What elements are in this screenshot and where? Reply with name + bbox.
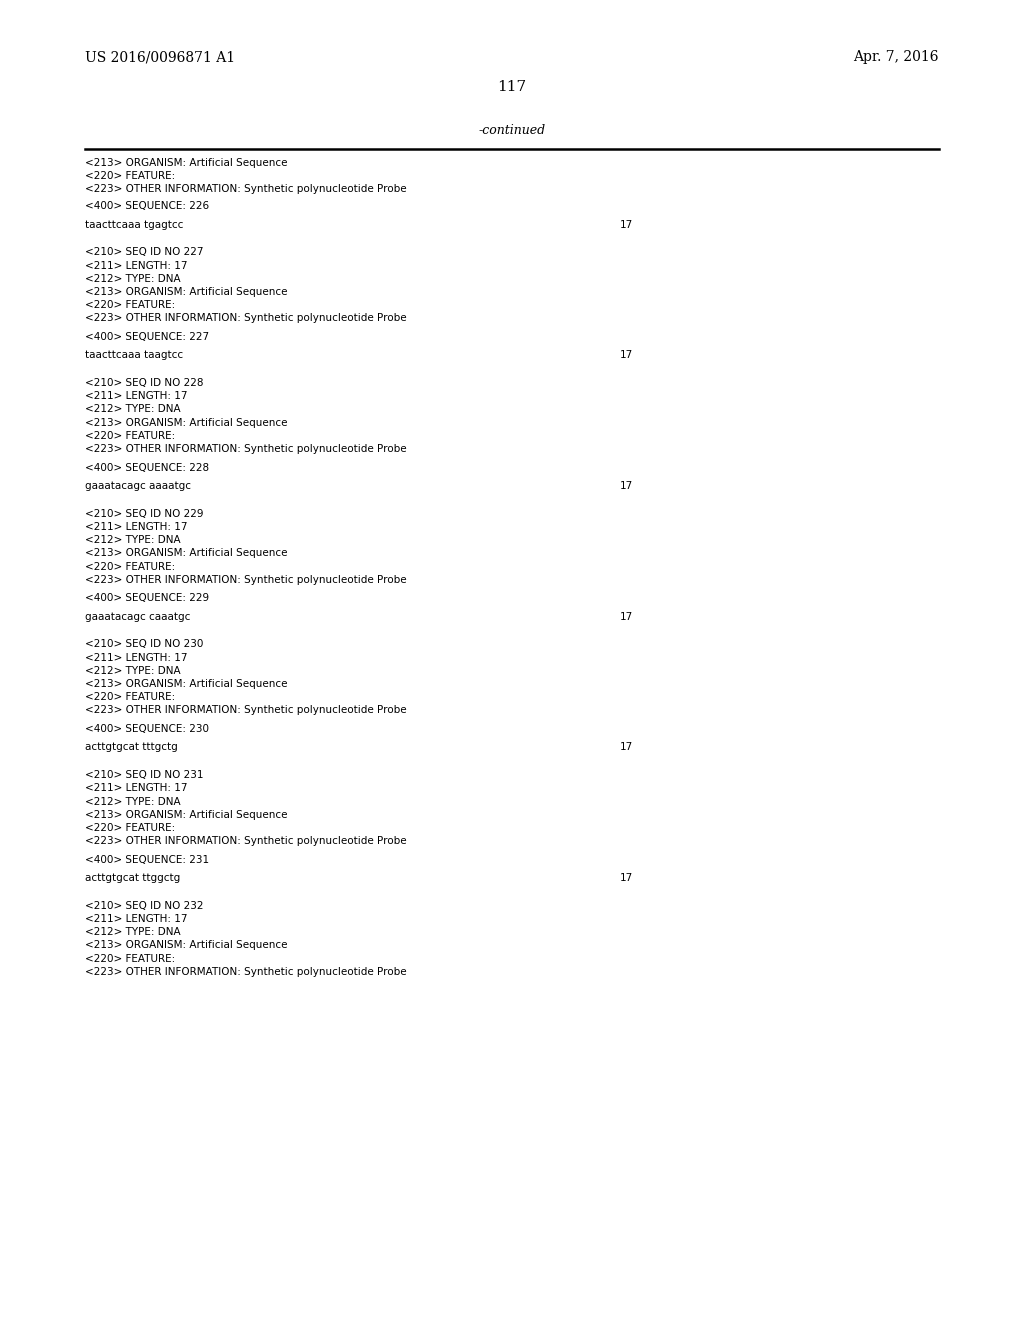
- Text: -continued: -continued: [478, 124, 546, 137]
- Text: <223> OTHER INFORMATION: Synthetic polynucleotide Probe: <223> OTHER INFORMATION: Synthetic polyn…: [85, 313, 407, 323]
- Text: <213> ORGANISM: Artificial Sequence: <213> ORGANISM: Artificial Sequence: [85, 678, 288, 689]
- Text: US 2016/0096871 A1: US 2016/0096871 A1: [85, 50, 236, 63]
- Text: acttgtgcat ttggctg: acttgtgcat ttggctg: [85, 873, 180, 883]
- Text: <223> OTHER INFORMATION: Synthetic polynucleotide Probe: <223> OTHER INFORMATION: Synthetic polyn…: [85, 836, 407, 846]
- Text: <213> ORGANISM: Artificial Sequence: <213> ORGANISM: Artificial Sequence: [85, 157, 288, 168]
- Text: <223> OTHER INFORMATION: Synthetic polynucleotide Probe: <223> OTHER INFORMATION: Synthetic polyn…: [85, 705, 407, 715]
- Text: <220> FEATURE:: <220> FEATURE:: [85, 953, 175, 964]
- Text: <400> SEQUENCE: 228: <400> SEQUENCE: 228: [85, 462, 209, 473]
- Text: <212> TYPE: DNA: <212> TYPE: DNA: [85, 404, 180, 414]
- Text: 17: 17: [620, 873, 633, 883]
- Text: 17: 17: [620, 480, 633, 491]
- Text: <210> SEQ ID NO 229: <210> SEQ ID NO 229: [85, 508, 204, 519]
- Text: <211> LENGTH: 17: <211> LENGTH: 17: [85, 652, 187, 663]
- Text: taacttcaaa tgagtcc: taacttcaaa tgagtcc: [85, 219, 183, 230]
- Text: <211> LENGTH: 17: <211> LENGTH: 17: [85, 913, 187, 924]
- Text: <223> OTHER INFORMATION: Synthetic polynucleotide Probe: <223> OTHER INFORMATION: Synthetic polyn…: [85, 444, 407, 454]
- Text: <213> ORGANISM: Artificial Sequence: <213> ORGANISM: Artificial Sequence: [85, 809, 288, 820]
- Text: <212> TYPE: DNA: <212> TYPE: DNA: [85, 796, 180, 807]
- Text: taacttcaaa taagtcc: taacttcaaa taagtcc: [85, 350, 183, 360]
- Text: <212> TYPE: DNA: <212> TYPE: DNA: [85, 273, 180, 284]
- Text: gaaatacagc aaaatgc: gaaatacagc aaaatgc: [85, 480, 191, 491]
- Text: <400> SEQUENCE: 231: <400> SEQUENCE: 231: [85, 854, 209, 865]
- Text: <223> OTHER INFORMATION: Synthetic polynucleotide Probe: <223> OTHER INFORMATION: Synthetic polyn…: [85, 183, 407, 194]
- Text: 117: 117: [498, 79, 526, 94]
- Text: <220> FEATURE:: <220> FEATURE:: [85, 822, 175, 833]
- Text: <212> TYPE: DNA: <212> TYPE: DNA: [85, 665, 180, 676]
- Text: <223> OTHER INFORMATION: Synthetic polynucleotide Probe: <223> OTHER INFORMATION: Synthetic polyn…: [85, 966, 407, 977]
- Text: <213> ORGANISM: Artificial Sequence: <213> ORGANISM: Artificial Sequence: [85, 286, 288, 297]
- Text: <400> SEQUENCE: 230: <400> SEQUENCE: 230: [85, 723, 209, 734]
- Text: <400> SEQUENCE: 227: <400> SEQUENCE: 227: [85, 331, 209, 342]
- Text: <211> LENGTH: 17: <211> LENGTH: 17: [85, 521, 187, 532]
- Text: <213> ORGANISM: Artificial Sequence: <213> ORGANISM: Artificial Sequence: [85, 417, 288, 428]
- Text: <210> SEQ ID NO 232: <210> SEQ ID NO 232: [85, 900, 204, 911]
- Text: <210> SEQ ID NO 227: <210> SEQ ID NO 227: [85, 247, 204, 257]
- Text: <213> ORGANISM: Artificial Sequence: <213> ORGANISM: Artificial Sequence: [85, 548, 288, 558]
- Text: 17: 17: [620, 611, 633, 622]
- Text: <212> TYPE: DNA: <212> TYPE: DNA: [85, 535, 180, 545]
- Text: <211> LENGTH: 17: <211> LENGTH: 17: [85, 391, 187, 401]
- Text: <220> FEATURE:: <220> FEATURE:: [85, 561, 175, 572]
- Text: 17: 17: [620, 742, 633, 752]
- Text: 17: 17: [620, 219, 633, 230]
- Text: <400> SEQUENCE: 229: <400> SEQUENCE: 229: [85, 593, 209, 603]
- Text: <220> FEATURE:: <220> FEATURE:: [85, 170, 175, 181]
- Text: <211> LENGTH: 17: <211> LENGTH: 17: [85, 783, 187, 793]
- Text: <210> SEQ ID NO 228: <210> SEQ ID NO 228: [85, 378, 204, 388]
- Text: gaaatacagc caaatgc: gaaatacagc caaatgc: [85, 611, 190, 622]
- Text: <213> ORGANISM: Artificial Sequence: <213> ORGANISM: Artificial Sequence: [85, 940, 288, 950]
- Text: <400> SEQUENCE: 226: <400> SEQUENCE: 226: [85, 201, 209, 211]
- Text: acttgtgcat tttgctg: acttgtgcat tttgctg: [85, 742, 178, 752]
- Text: <223> OTHER INFORMATION: Synthetic polynucleotide Probe: <223> OTHER INFORMATION: Synthetic polyn…: [85, 574, 407, 585]
- Text: <211> LENGTH: 17: <211> LENGTH: 17: [85, 260, 187, 271]
- Text: <220> FEATURE:: <220> FEATURE:: [85, 430, 175, 441]
- Text: <212> TYPE: DNA: <212> TYPE: DNA: [85, 927, 180, 937]
- Text: <210> SEQ ID NO 230: <210> SEQ ID NO 230: [85, 639, 204, 649]
- Text: 17: 17: [620, 350, 633, 360]
- Text: Apr. 7, 2016: Apr. 7, 2016: [854, 50, 939, 63]
- Text: <220> FEATURE:: <220> FEATURE:: [85, 300, 175, 310]
- Text: <210> SEQ ID NO 231: <210> SEQ ID NO 231: [85, 770, 204, 780]
- Text: <220> FEATURE:: <220> FEATURE:: [85, 692, 175, 702]
